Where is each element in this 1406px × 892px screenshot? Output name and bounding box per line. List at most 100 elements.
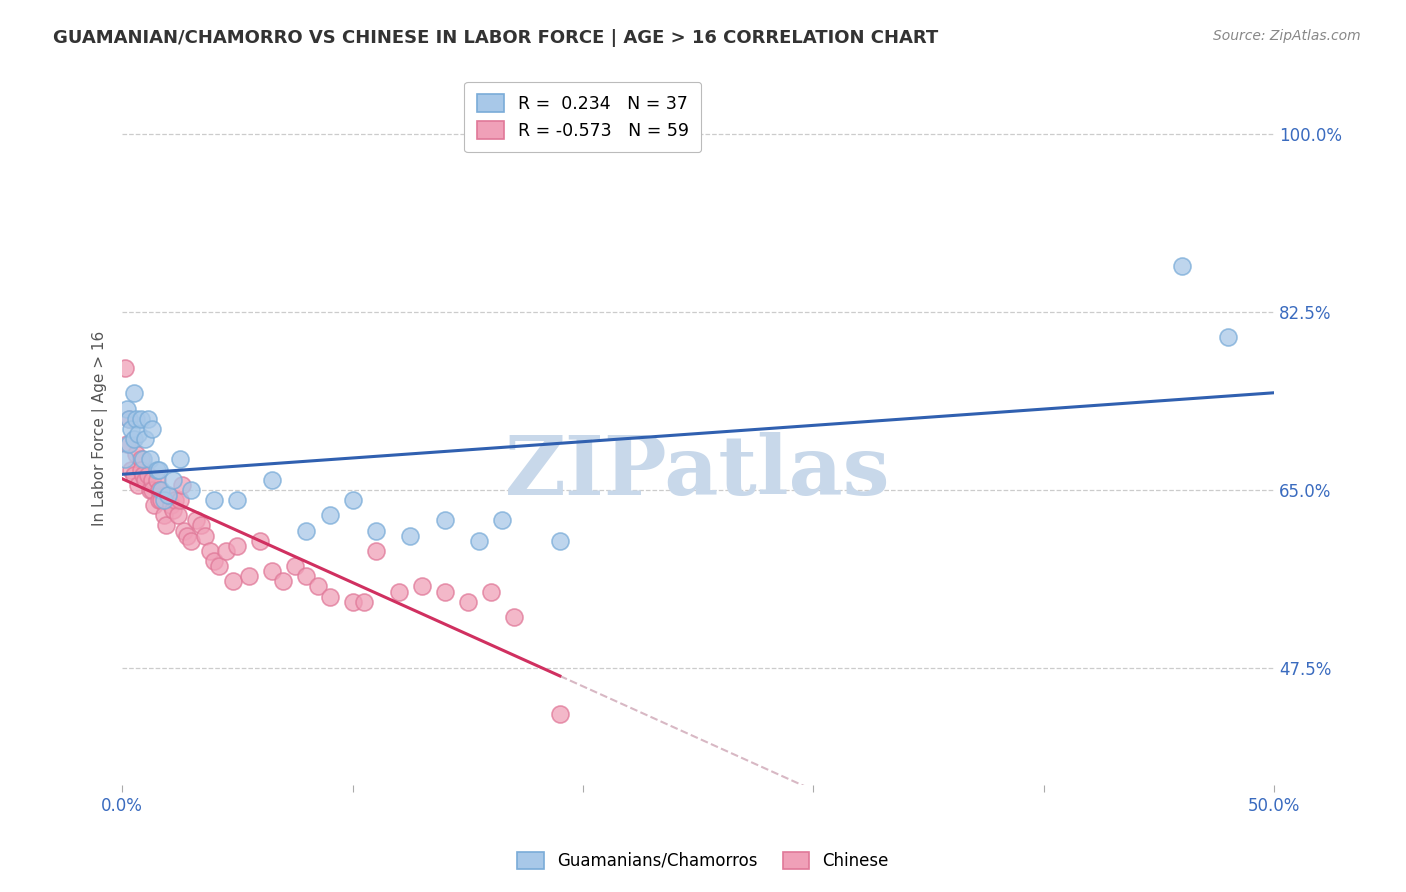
Point	[114, 360, 136, 375]
Text: Source: ZipAtlas.com: Source: ZipAtlas.com	[1213, 29, 1361, 44]
Point	[433, 584, 456, 599]
Point	[364, 524, 387, 538]
Point	[146, 473, 169, 487]
Point	[115, 437, 138, 451]
Point	[157, 488, 180, 502]
Point	[295, 524, 318, 538]
Point	[342, 493, 364, 508]
Point	[226, 493, 249, 508]
Point	[457, 595, 479, 609]
Point	[342, 595, 364, 609]
Y-axis label: In Labor Force | Age > 16: In Labor Force | Age > 16	[93, 331, 108, 526]
Point	[155, 518, 177, 533]
Point	[295, 569, 318, 583]
Text: ZIPatlas: ZIPatlas	[505, 432, 891, 512]
Point	[249, 533, 271, 548]
Point	[284, 559, 307, 574]
Point	[134, 473, 156, 487]
Point	[148, 493, 170, 508]
Point	[202, 554, 225, 568]
Point	[353, 595, 375, 609]
Point	[260, 473, 283, 487]
Point	[166, 508, 188, 523]
Point	[399, 528, 422, 542]
Point	[115, 401, 138, 416]
Point	[318, 590, 340, 604]
Point	[468, 533, 491, 548]
Point	[548, 706, 571, 721]
Point	[127, 426, 149, 441]
Point	[364, 544, 387, 558]
Point	[215, 544, 238, 558]
Point	[180, 533, 202, 548]
Point	[139, 452, 162, 467]
Point	[118, 411, 141, 425]
Point	[141, 422, 163, 436]
Point	[152, 493, 174, 508]
Point	[118, 437, 141, 451]
Point	[125, 447, 148, 461]
Point	[150, 483, 173, 497]
Point	[129, 452, 152, 467]
Point	[129, 411, 152, 425]
Point	[190, 518, 212, 533]
Point	[307, 579, 329, 593]
Point	[180, 483, 202, 497]
Text: GUAMANIAN/CHAMORRO VS CHINESE IN LABOR FORCE | AGE > 16 CORRELATION CHART: GUAMANIAN/CHAMORRO VS CHINESE IN LABOR F…	[53, 29, 939, 47]
Point	[198, 544, 221, 558]
Point	[273, 574, 295, 589]
Point	[176, 528, 198, 542]
Point	[122, 432, 145, 446]
Point	[146, 462, 169, 476]
Point	[222, 574, 245, 589]
Point	[132, 452, 155, 467]
Point	[118, 411, 141, 425]
Point	[388, 584, 411, 599]
Point	[172, 477, 194, 491]
Point	[120, 422, 142, 436]
Point	[226, 539, 249, 553]
Point	[238, 569, 260, 583]
Point	[148, 483, 170, 497]
Point	[125, 411, 148, 425]
Point	[162, 473, 184, 487]
Point	[129, 462, 152, 476]
Legend: Guamanians/Chamorros, Chinese: Guamanians/Chamorros, Chinese	[510, 845, 896, 877]
Point	[120, 462, 142, 476]
Point	[165, 493, 187, 508]
Point	[134, 432, 156, 446]
Point	[150, 493, 173, 508]
Point	[157, 488, 180, 502]
Point	[159, 498, 181, 512]
Point	[143, 498, 166, 512]
Point	[202, 493, 225, 508]
Point	[173, 524, 195, 538]
Point	[139, 483, 162, 497]
Point	[411, 579, 433, 593]
Point	[136, 467, 159, 482]
Point	[208, 559, 231, 574]
Point	[194, 528, 217, 542]
Point	[122, 386, 145, 401]
Point	[152, 508, 174, 523]
Point	[127, 477, 149, 491]
Point	[502, 610, 524, 624]
Point	[114, 452, 136, 467]
Point	[169, 452, 191, 467]
Point	[318, 508, 340, 523]
Point	[491, 513, 513, 527]
Point	[1216, 330, 1239, 344]
Point	[132, 467, 155, 482]
Point	[141, 473, 163, 487]
Point	[548, 533, 571, 548]
Point	[136, 411, 159, 425]
Point	[169, 493, 191, 508]
Point	[479, 584, 502, 599]
Point	[260, 564, 283, 578]
Point	[184, 513, 207, 527]
Point	[433, 513, 456, 527]
Point	[148, 462, 170, 476]
Point	[141, 483, 163, 497]
Legend: R =  0.234   N = 37, R = -0.573   N = 59: R = 0.234 N = 37, R = -0.573 N = 59	[464, 82, 702, 153]
Point	[1171, 259, 1194, 273]
